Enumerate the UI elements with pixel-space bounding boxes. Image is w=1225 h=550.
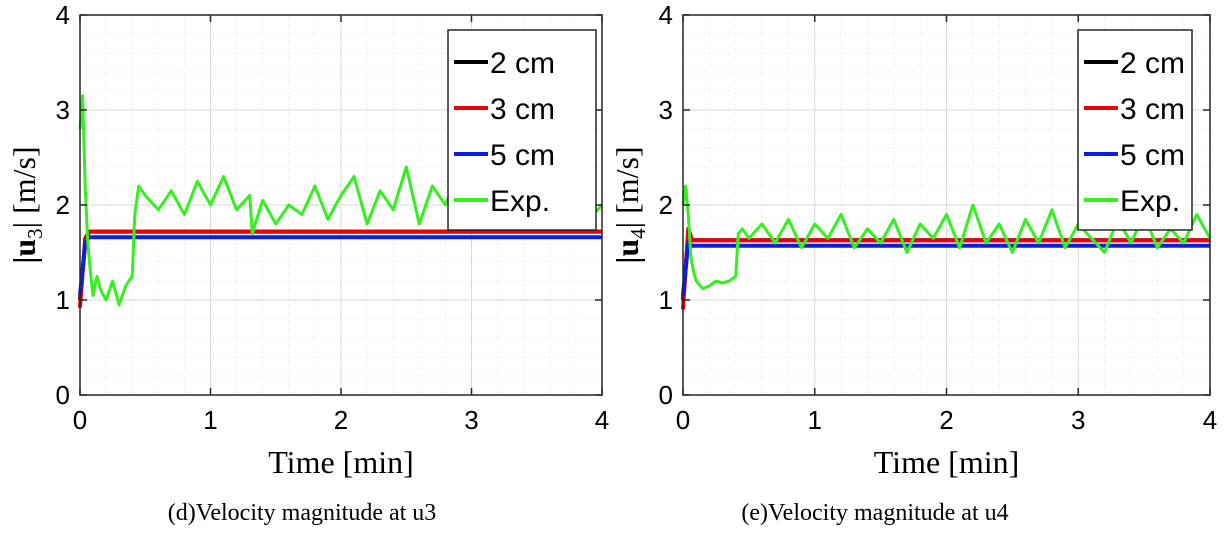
x-tick-label: 0: [676, 405, 690, 435]
y-axis-label-unit: | [m/s]: [609, 146, 645, 228]
legend-label: Exp.: [1120, 185, 1180, 218]
legend-label: Exp.: [490, 185, 550, 218]
y-tick-label: 4: [56, 0, 70, 30]
y-axis-label: |u3| [m/s]: [6, 146, 47, 263]
y-tick-label: 1: [659, 285, 673, 315]
legend-label: 2 cm: [490, 47, 555, 80]
legend-label: 3 cm: [490, 93, 555, 126]
y-tick-label: 3: [56, 95, 70, 125]
y-tick-label: 3: [659, 95, 673, 125]
y-tick-label: 0: [659, 380, 673, 410]
x-tick-label: 4: [1203, 405, 1217, 435]
y-axis-label-unit: | [m/s]: [6, 146, 42, 228]
x-tick-label: 3: [464, 405, 478, 435]
legend-label: 5 cm: [490, 139, 555, 172]
y-axis-label-main: |u: [609, 239, 645, 264]
x-axis-label: Time [min]: [874, 444, 1020, 480]
legend-label: 3 cm: [1120, 93, 1185, 126]
x-tick-label: 3: [1071, 405, 1085, 435]
legend-label: 5 cm: [1120, 139, 1185, 172]
x-tick-label: 4: [595, 405, 609, 435]
y-tick-label: 4: [659, 0, 673, 30]
x-axis-label: Time [min]: [268, 444, 414, 480]
figure-caption: (e)Velocity magnitude at u4: [741, 500, 1008, 526]
figure-caption: (d)Velocity magnitude at u3: [168, 500, 437, 526]
y-axis-label: |u4| [m/s]: [609, 146, 650, 263]
y-axis-label-subscript: 4: [626, 228, 650, 239]
y-tick-label: 0: [56, 380, 70, 410]
y-tick-label: 1: [56, 285, 70, 315]
y-tick-label: 2: [659, 190, 673, 220]
series-line-exp-: [681, 184, 1212, 291]
x-tick-label: 0: [73, 405, 87, 435]
x-tick-label: 2: [334, 405, 348, 435]
legend-label: 2 cm: [1120, 47, 1185, 80]
x-tick-label: 2: [939, 405, 953, 435]
x-tick-label: 1: [808, 405, 822, 435]
x-tick-label: 1: [203, 405, 217, 435]
y-tick-label: 2: [56, 190, 70, 220]
y-axis-label-main: |u: [6, 239, 42, 264]
y-axis-label-subscript: 3: [23, 228, 47, 239]
